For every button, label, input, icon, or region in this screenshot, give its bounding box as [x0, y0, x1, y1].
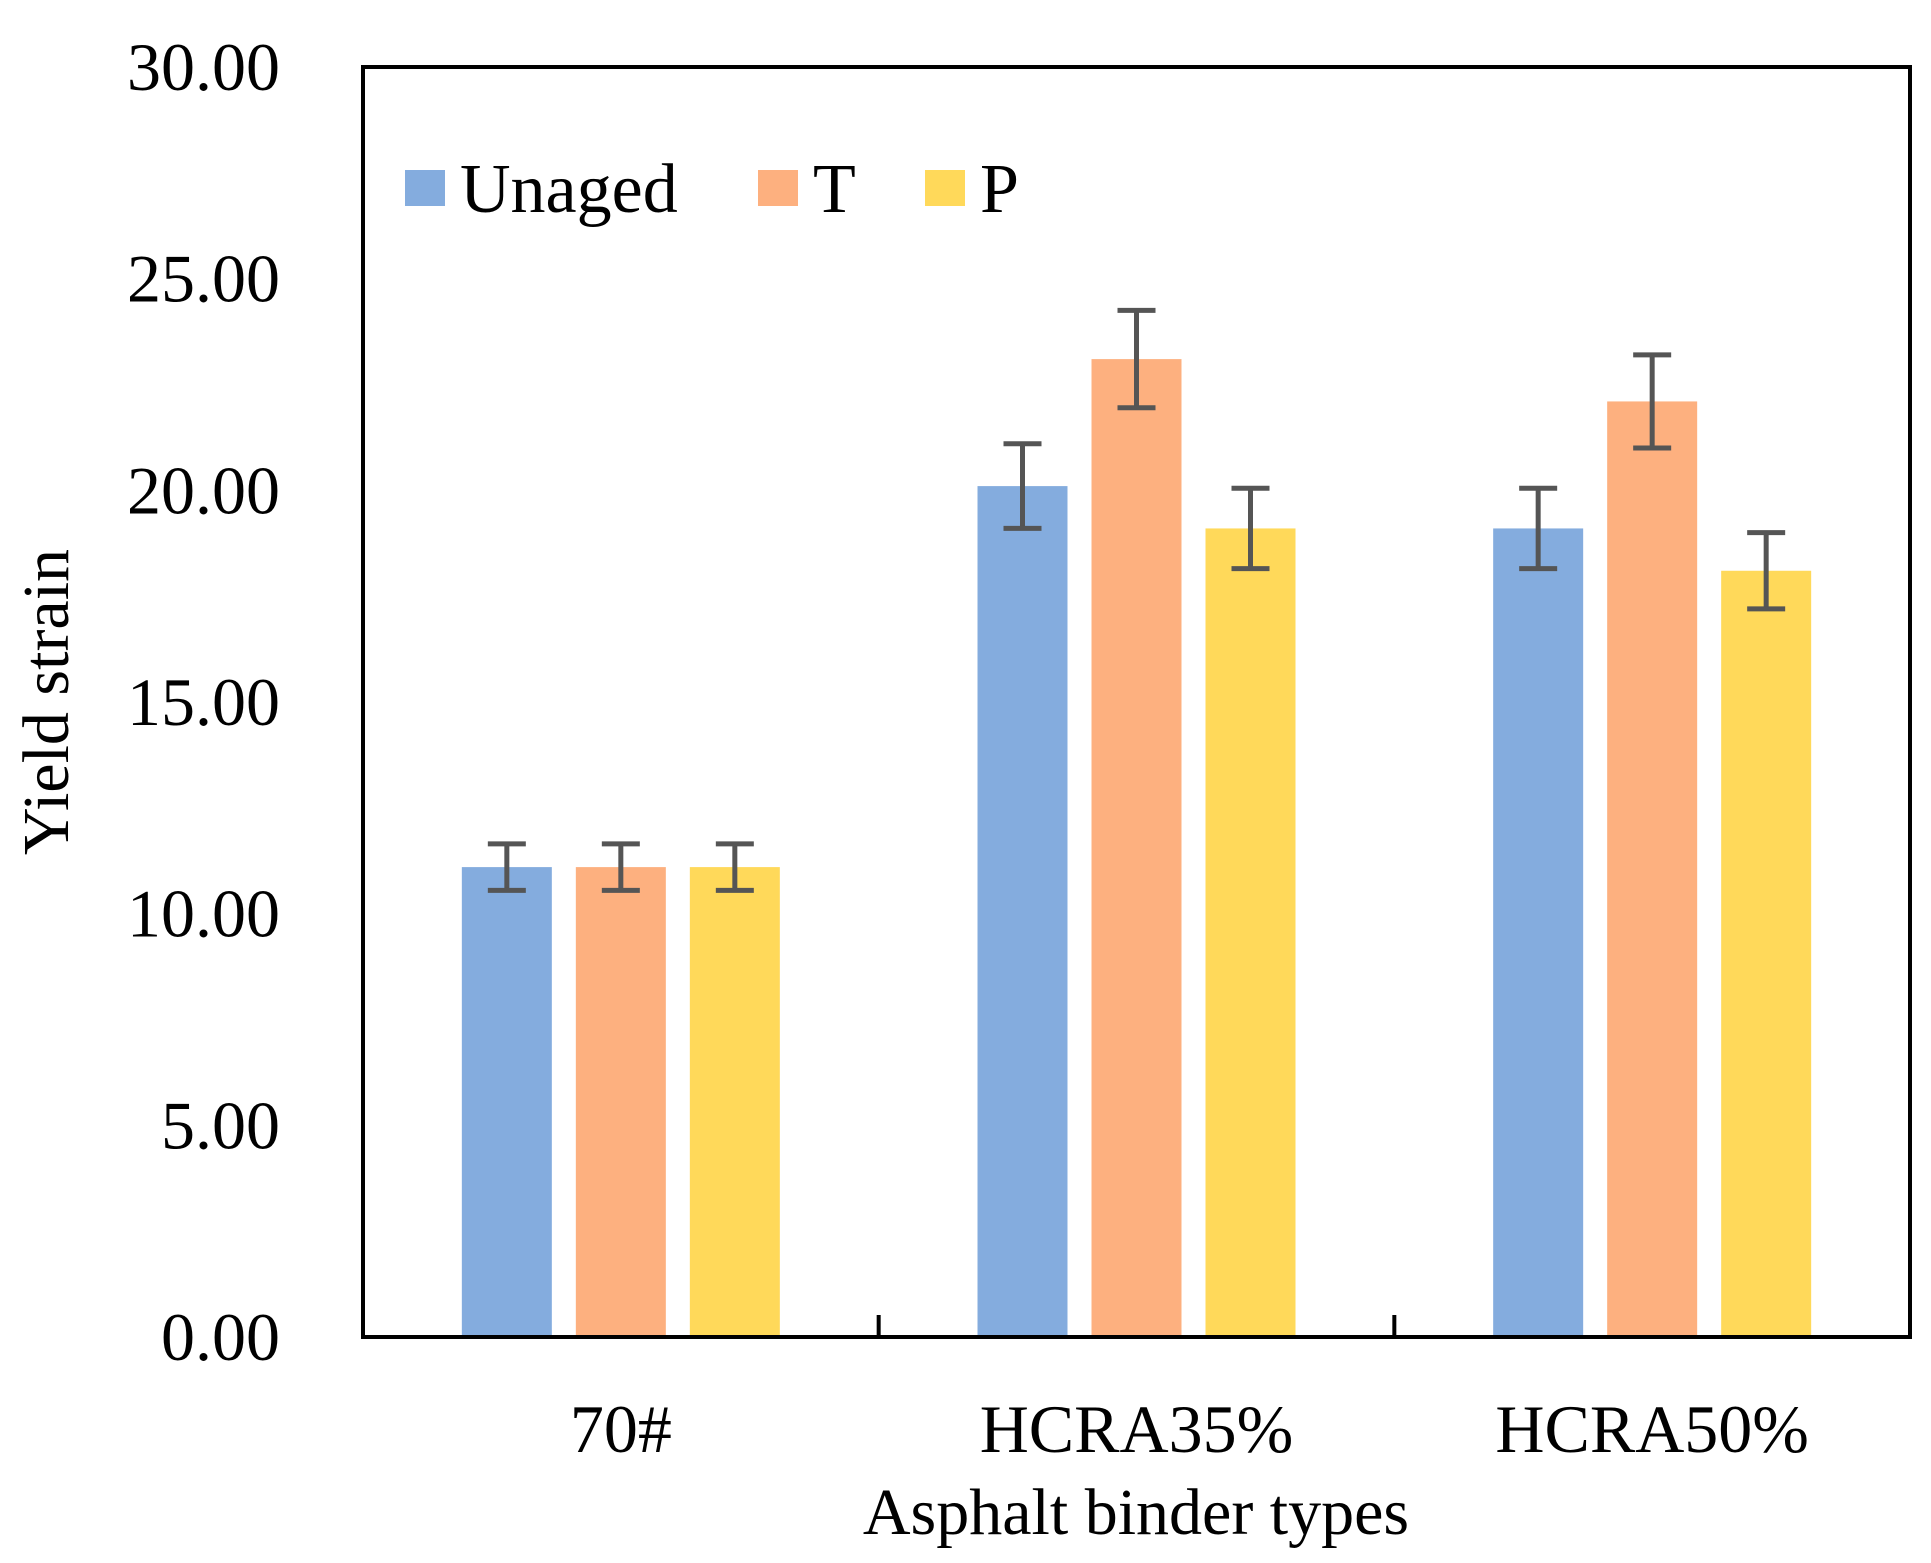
x-tick-label: HCRA50%	[1495, 1391, 1809, 1467]
legend-swatch	[758, 170, 798, 206]
error-bar-t-1	[601, 841, 640, 893]
x-tick-label: HCRA35%	[980, 1391, 1294, 1467]
bar-p-2	[1205, 528, 1296, 1337]
legend-label: P	[980, 151, 1019, 228]
bar-unaged-2	[977, 486, 1068, 1338]
error-bar-p-1	[715, 841, 754, 893]
y-tick-label: 10.00	[127, 876, 280, 952]
bar-t-1	[575, 867, 666, 1337]
error-bar-unaged-1	[487, 841, 526, 893]
y-tick-label: 25.00	[127, 241, 280, 317]
x-axis-title: Asphalt binder types	[863, 1476, 1409, 1549]
bar-p-1	[689, 867, 780, 1337]
legend-label: T	[813, 151, 856, 228]
error-bar-t-2	[1117, 307, 1156, 411]
y-tick-label: 5.00	[161, 1087, 280, 1163]
y-axis-title: Yield strain	[10, 549, 83, 855]
x-axis-category-labels: 70# HCRA35% HCRA50%	[570, 1391, 1809, 1467]
y-tick-label: 0.00	[161, 1299, 280, 1375]
y-axis-tick-labels: 0.00 5.00 10.00 15.00 20.00 25.00 30.00	[127, 29, 280, 1375]
bar-t-2	[1091, 359, 1182, 1338]
legend-item-t: T	[758, 151, 856, 228]
bars-group	[461, 359, 1812, 1338]
error-bar-unaged-3	[1519, 485, 1558, 572]
bar-unaged-1	[461, 867, 552, 1337]
error-bar-p-2	[1231, 485, 1270, 572]
legend: Unaged T P	[405, 151, 1019, 228]
bar-p-3	[1721, 570, 1812, 1337]
error-bar-unaged-2	[1003, 441, 1042, 531]
legend-label: Unaged	[460, 151, 678, 228]
error-bar-p-3	[1747, 530, 1786, 612]
x-axis-ticks	[876, 1315, 1397, 1337]
plot-frame	[361, 65, 1912, 1339]
legend-item-unaged: Unaged	[405, 151, 678, 228]
error-bars-group	[487, 307, 1786, 893]
legend-swatch	[405, 170, 445, 206]
error-bar-t-3	[1633, 352, 1672, 451]
x-tick-label: 70#	[570, 1391, 672, 1467]
y-tick-label: 15.00	[127, 664, 280, 740]
y-tick-label: 30.00	[127, 29, 280, 105]
y-tick-label: 20.00	[127, 452, 280, 528]
bar-t-3	[1607, 401, 1698, 1337]
legend-swatch	[925, 170, 965, 206]
bar-unaged-3	[1493, 528, 1584, 1337]
legend-item-p: P	[925, 151, 1019, 228]
